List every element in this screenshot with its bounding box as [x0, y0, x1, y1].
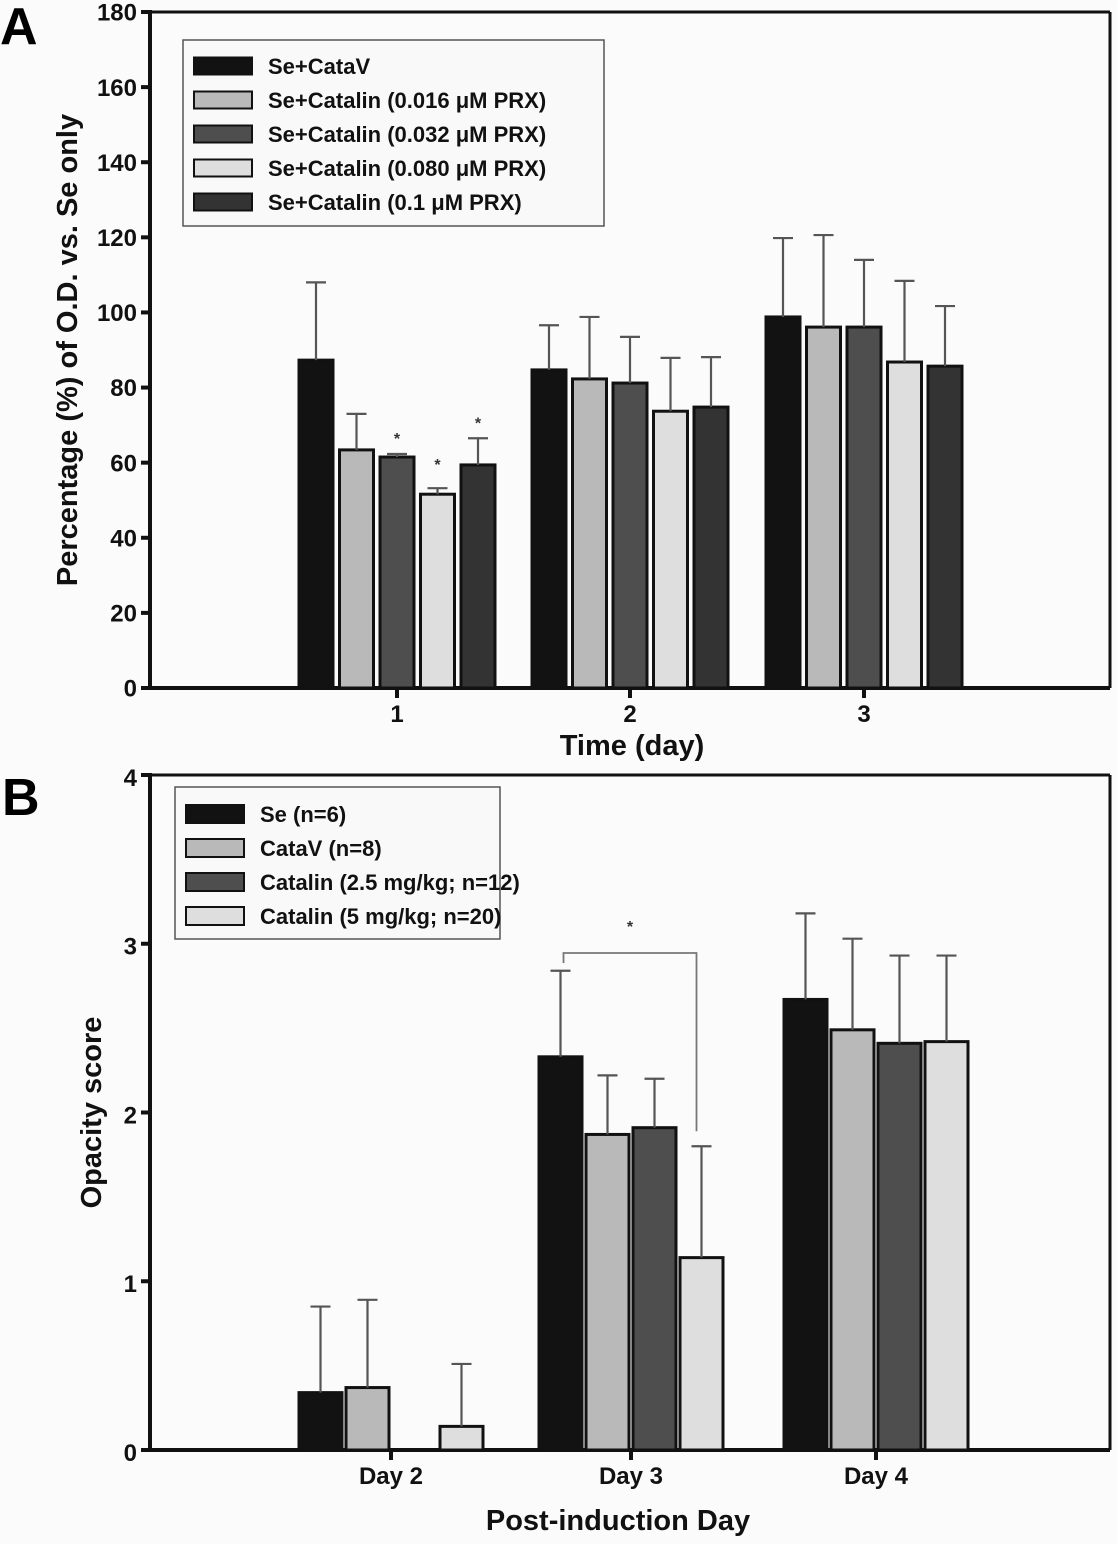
- bar: [845, 325, 883, 690]
- bar: [537, 1055, 584, 1452]
- y-axis-title: Opacity score: [76, 1017, 108, 1209]
- x-tick-label: Day 2: [359, 1463, 423, 1490]
- legend-label: Se+CataV: [268, 54, 370, 79]
- bar: [438, 1424, 485, 1452]
- y-tick-label: 180: [97, 0, 137, 27]
- y-tick-label: 1: [124, 1271, 137, 1298]
- y-tick-label: 20: [110, 601, 137, 628]
- significance-star: *: [475, 415, 482, 432]
- legend-swatch: [193, 124, 253, 144]
- y-tick-label: 0: [124, 1440, 137, 1467]
- bar: [923, 1040, 970, 1452]
- bar: [297, 358, 335, 690]
- bar: [338, 448, 375, 690]
- chart-panel-a: 0 20 40 60 80 100 120 140 160 180 1 2 3 Time (day) Per…: [52, 0, 1112, 762]
- legend-swatch: [185, 804, 245, 824]
- significance-star: *: [627, 919, 634, 936]
- y-tick-label: 80: [110, 375, 137, 402]
- panel-a-label: A: [0, 0, 38, 56]
- bar: [764, 315, 802, 690]
- y-tick-label: 40: [110, 525, 137, 552]
- x-tick-label: 2: [623, 701, 636, 728]
- bar: [926, 364, 964, 690]
- y-tick-label: 60: [110, 450, 137, 477]
- significance-bracket: [562, 952, 698, 1132]
- legend-swatch: [185, 906, 245, 926]
- legend-label: Se (n=6): [260, 802, 346, 827]
- bar: [530, 368, 568, 690]
- legend-label: Se+Catalin (0.016 μM PRX): [268, 88, 546, 113]
- bar: [419, 492, 456, 690]
- y-tick-label: 4: [124, 765, 138, 792]
- bar: [886, 360, 923, 690]
- legend-swatch: [193, 90, 253, 110]
- bar: [584, 1132, 631, 1452]
- x-tick-label: 3: [857, 701, 870, 728]
- y-tick-label: 120: [97, 225, 137, 252]
- y-tick-label: 160: [97, 75, 137, 102]
- bar: [805, 325, 842, 690]
- y-tick-label: 100: [97, 300, 137, 327]
- y-tick-label: 140: [97, 150, 137, 177]
- x-axis-title: Time (day): [560, 730, 705, 762]
- panel-b-label: B: [2, 769, 40, 827]
- legend-label: Se+Catalin (0.1 μM PRX): [268, 190, 522, 215]
- bar: [378, 455, 416, 690]
- bar: [876, 1041, 923, 1452]
- x-tick-label: Day 4: [844, 1463, 909, 1490]
- legend-swatch: [193, 192, 253, 212]
- bar: [678, 1256, 725, 1452]
- bar: [652, 409, 689, 690]
- y-tick-label: 2: [124, 1102, 137, 1129]
- bar: [297, 1391, 344, 1452]
- legend-label: Catalin (2.5 mg/kg; n=12): [260, 870, 520, 895]
- x-tick-label: Day 3: [599, 1463, 663, 1490]
- x-axis-title: Post-induction Day: [486, 1505, 750, 1537]
- y-tick-label: 3: [124, 934, 137, 961]
- bar: [571, 377, 608, 690]
- bar: [631, 1126, 678, 1452]
- bar: [459, 463, 497, 690]
- y-tick-label: 0: [124, 676, 137, 703]
- x-tick-label: 1: [390, 701, 403, 728]
- legend-swatch: [193, 56, 253, 76]
- legend-swatch: [185, 872, 245, 892]
- chart-panel-b: 0 1 2 3 4 Day 2 Day 3 Day 4 Post-induction Day Op…: [76, 765, 1112, 1537]
- bar: [344, 1386, 391, 1452]
- legend-label: CataV (n=8): [260, 836, 382, 861]
- legend-swatch: [185, 838, 245, 858]
- legend-swatch: [193, 158, 253, 178]
- significance-star: *: [434, 457, 441, 474]
- y-axis-title: Percentage (%) of O.D. vs. Se only: [52, 114, 84, 586]
- legend-label: Se+Catalin (0.080 μM PRX): [268, 156, 546, 181]
- legend-label: Catalin (5 mg/kg; n=20): [260, 904, 501, 929]
- bar: [692, 405, 730, 690]
- bar: [611, 381, 649, 690]
- bar: [829, 1028, 876, 1452]
- legend-label: Se+Catalin (0.032 μM PRX): [268, 122, 546, 147]
- legend-box: [182, 39, 605, 227]
- significance-star: *: [394, 431, 401, 448]
- bar: [782, 997, 829, 1452]
